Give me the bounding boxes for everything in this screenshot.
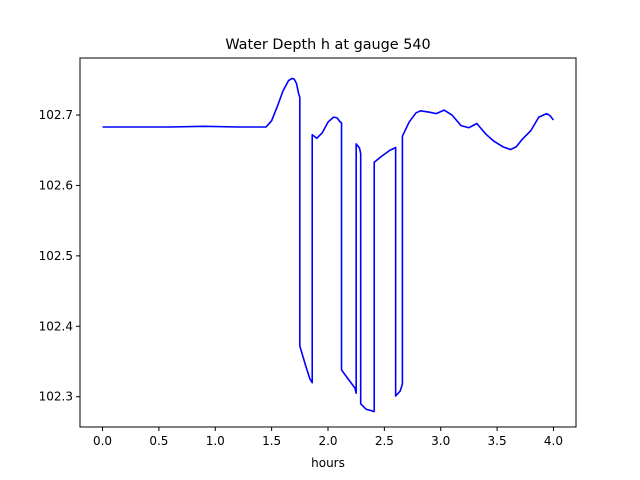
y-tick-label: 102.6	[39, 178, 73, 192]
y-axis: 102.3 102.4 102.5 102.6 102.7	[39, 108, 80, 404]
x-tick-label: 1.0	[206, 434, 225, 448]
x-tick-label: 3.0	[431, 434, 450, 448]
x-tick-label: 4.0	[544, 434, 563, 448]
series-layer	[102, 77, 555, 413]
x-tick-label: 2.5	[375, 434, 394, 448]
y-tick-label: 102.7	[39, 108, 73, 122]
y-tick-label: 102.3	[39, 390, 73, 404]
x-tick-label: 3.5	[488, 434, 507, 448]
x-tick-label: 1.5	[262, 434, 281, 448]
y-tick-label: 102.5	[39, 249, 73, 263]
x-tick-label: 2.0	[318, 434, 337, 448]
x-tick-label: 0.0	[93, 434, 112, 448]
chart-title: Water Depth h at gauge 540	[225, 37, 430, 53]
x-tick-label: 0.5	[149, 434, 168, 448]
series-line	[102, 77, 555, 413]
x-axis: 0.0 0.5 1.0 1.5 2.0 2.5 3.0 3.5 4.0	[93, 427, 563, 448]
plot-frame	[79, 57, 577, 428]
x-axis-label: hours	[311, 456, 345, 470]
y-tick-label: 102.4	[39, 319, 73, 333]
